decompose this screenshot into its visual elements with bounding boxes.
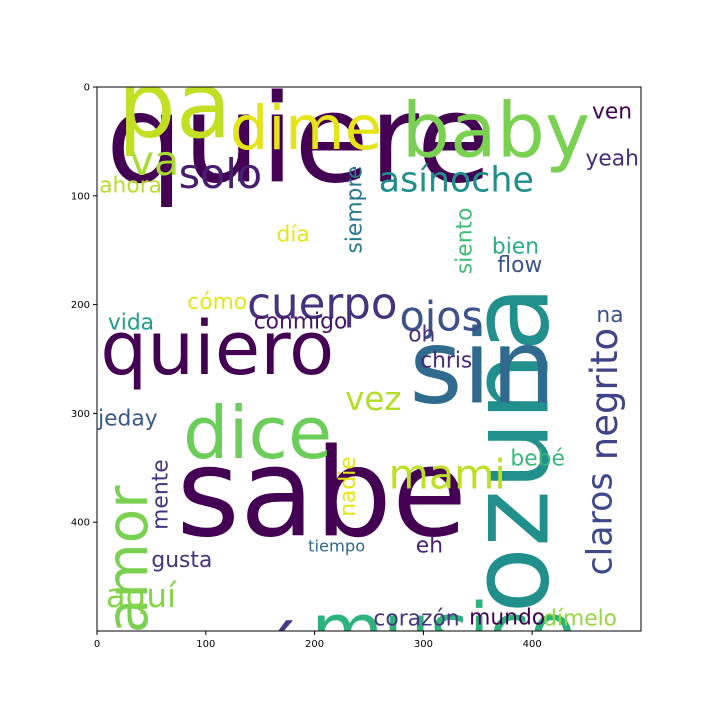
y-tick-label: 100 bbox=[71, 191, 90, 202]
word-corazón: corazón bbox=[373, 607, 459, 632]
word-sé: sé bbox=[221, 611, 303, 695]
word-quiero: quiero bbox=[100, 306, 334, 392]
word-jeday: jeday bbox=[97, 406, 158, 431]
x-tick-label: 0 bbox=[94, 639, 100, 650]
word-mami: mami bbox=[389, 451, 506, 499]
word-bien: bien bbox=[492, 235, 539, 260]
word-gusta: gusta bbox=[151, 548, 212, 573]
word-vida: vida bbox=[108, 311, 154, 336]
word-sabe: sabe bbox=[176, 422, 467, 564]
word-negrito: negrito bbox=[583, 328, 626, 460]
word-vez: vez bbox=[345, 380, 401, 418]
x-tick-label: 100 bbox=[196, 639, 215, 650]
word-musico: musico bbox=[311, 588, 575, 674]
plot-frame bbox=[96, 86, 642, 632]
word-aquí: aquí bbox=[106, 577, 177, 615]
word-pa: pa bbox=[118, 52, 232, 159]
y-tick-label: 200 bbox=[71, 300, 90, 311]
word-flow: flow bbox=[497, 253, 542, 278]
word-dímelo: dímelo bbox=[543, 607, 617, 632]
word-cuerpo: cuerpo bbox=[247, 280, 397, 330]
x-axis-ticks: 0 100 200 300 400 bbox=[94, 631, 542, 650]
word-siento: siento bbox=[452, 208, 477, 275]
y-tick-label: 400 bbox=[71, 518, 90, 529]
word-ven: ven bbox=[592, 100, 632, 125]
word-conmigo: conmigo bbox=[254, 310, 348, 335]
word-yeah: yeah bbox=[586, 146, 639, 171]
y-axis-ticks: 0 100 200 300 400 bbox=[71, 83, 97, 529]
word-amor: amor bbox=[95, 485, 161, 633]
word-oh: oh bbox=[408, 323, 435, 348]
word-chris: chris bbox=[420, 349, 472, 374]
axes: 0 100 200 300 400 0 100 200 300 400 bbox=[71, 83, 642, 650]
word-va: va bbox=[130, 137, 180, 185]
word-sin: sin bbox=[409, 309, 556, 428]
x-tick-label: 400 bbox=[523, 639, 542, 650]
word-mundo: mundo bbox=[469, 606, 545, 631]
x-tick-label: 200 bbox=[305, 639, 324, 650]
word-baby: baby bbox=[402, 86, 590, 175]
y-tick-label: 0 bbox=[84, 83, 90, 94]
word-mente: mente bbox=[149, 459, 174, 529]
word-asínoche: asínoche bbox=[379, 160, 534, 200]
word-eh: eh bbox=[416, 534, 443, 559]
word-nadie: nadie bbox=[336, 456, 361, 516]
word-quiere: quiere bbox=[106, 69, 492, 211]
x-tick-label: 300 bbox=[414, 639, 433, 650]
word-dice: dice bbox=[183, 391, 332, 475]
word-dime: dime bbox=[230, 93, 382, 164]
word-día: día bbox=[277, 223, 310, 248]
word-ojos: ojos bbox=[400, 293, 484, 341]
y-tick-label: 300 bbox=[71, 409, 90, 420]
word-bebé: bebé bbox=[510, 447, 565, 472]
word-siempre: siempre bbox=[342, 166, 367, 254]
word-cómo: cómo bbox=[187, 290, 247, 315]
word-ahora: ahora bbox=[99, 174, 162, 199]
word-ozuna: ozuna bbox=[446, 285, 573, 613]
word-na: na bbox=[596, 303, 623, 328]
word-tiempo: tiempo bbox=[308, 537, 365, 556]
word-claros: claros bbox=[581, 472, 621, 575]
word-solo: solo bbox=[179, 150, 263, 198]
